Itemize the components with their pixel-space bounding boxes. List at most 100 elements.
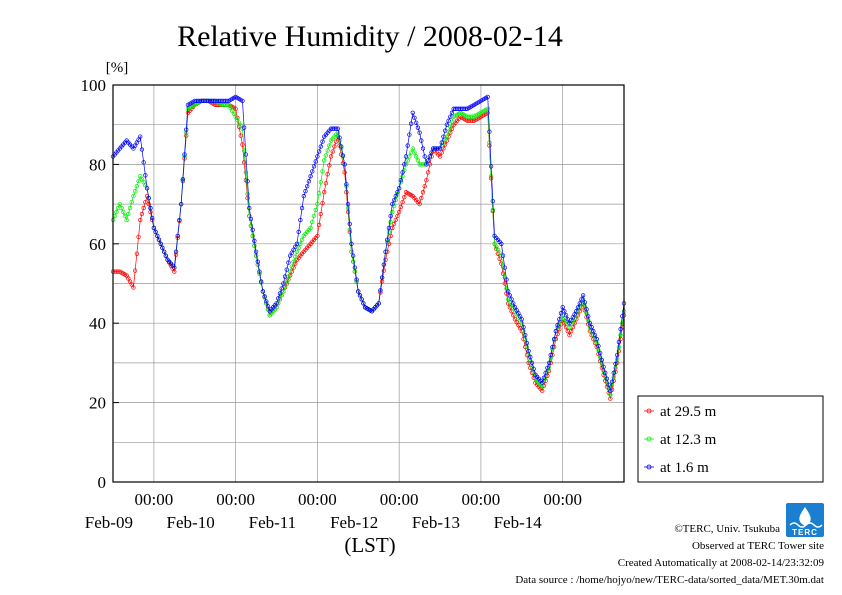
series-point bbox=[412, 115, 417, 120]
series-point bbox=[562, 309, 567, 314]
y-ticks: 0 20 40 60 80 100 bbox=[81, 76, 119, 492]
series-point bbox=[180, 177, 185, 182]
series-point bbox=[259, 279, 264, 284]
series-point bbox=[253, 253, 259, 258]
series-point bbox=[151, 225, 157, 231]
series-point bbox=[574, 309, 579, 314]
series-point bbox=[296, 229, 301, 235]
series-point bbox=[425, 170, 431, 175]
series-point bbox=[335, 130, 340, 135]
series-point bbox=[511, 301, 516, 306]
series-point bbox=[526, 348, 531, 354]
series-point bbox=[148, 205, 153, 211]
series-point bbox=[153, 229, 158, 235]
plot-frame bbox=[112, 84, 625, 483]
y-tick-label: 0 bbox=[98, 473, 107, 492]
series-point bbox=[308, 225, 313, 231]
wave-icon bbox=[789, 522, 823, 528]
series-point bbox=[402, 195, 407, 200]
series-point bbox=[158, 241, 163, 246]
series-point bbox=[507, 293, 513, 298]
series-point bbox=[332, 144, 337, 149]
series-point bbox=[419, 195, 424, 201]
series-point bbox=[301, 194, 306, 199]
series-point bbox=[310, 219, 315, 225]
data-source-text: Data source : /home/hojyo/new/TERC-data/… bbox=[515, 574, 824, 586]
series-point bbox=[117, 201, 122, 207]
series-point bbox=[555, 323, 560, 328]
series-point bbox=[132, 268, 138, 273]
series-point bbox=[546, 360, 552, 366]
series-point bbox=[611, 370, 616, 375]
series-point bbox=[383, 257, 388, 262]
series-point bbox=[320, 139, 325, 144]
series-point bbox=[284, 267, 289, 272]
series-point bbox=[582, 300, 587, 305]
observed-text: Observed at TERC Tower site bbox=[692, 540, 824, 552]
series-point bbox=[429, 150, 434, 155]
series-point bbox=[439, 150, 444, 155]
series-point bbox=[224, 102, 230, 107]
series-point bbox=[122, 213, 128, 219]
series-point bbox=[139, 211, 145, 217]
series-point bbox=[138, 217, 143, 223]
series-point bbox=[448, 124, 453, 129]
series-point bbox=[303, 189, 308, 194]
y-tick-label: 60 bbox=[89, 235, 106, 254]
series-point bbox=[172, 265, 177, 270]
series-point bbox=[540, 380, 545, 385]
legend: at 29.5 m at 12.3 m at 1.6 m bbox=[637, 395, 824, 483]
series-point bbox=[541, 375, 547, 380]
series-point bbox=[424, 162, 429, 167]
x-tick-label-date: Feb-13 bbox=[412, 513, 460, 532]
series-point bbox=[499, 241, 504, 246]
series-point bbox=[242, 160, 247, 165]
x-tick-label-date: Feb-11 bbox=[249, 513, 297, 532]
series-point bbox=[281, 281, 286, 286]
series-point bbox=[591, 328, 596, 334]
series-point bbox=[543, 370, 548, 375]
series-point bbox=[347, 221, 352, 227]
water-drop-icon bbox=[799, 507, 811, 526]
series-point bbox=[405, 143, 410, 148]
series-point bbox=[325, 172, 330, 177]
series-point bbox=[316, 149, 322, 154]
series-point bbox=[487, 129, 492, 134]
series-point bbox=[318, 180, 323, 185]
series-point bbox=[398, 178, 404, 183]
series-point bbox=[557, 317, 562, 322]
series-point bbox=[255, 259, 260, 264]
series-point bbox=[436, 146, 441, 151]
series-point bbox=[354, 277, 359, 282]
series-point bbox=[298, 217, 303, 223]
series-point bbox=[265, 304, 271, 309]
series-point bbox=[306, 179, 312, 184]
series-point bbox=[575, 305, 581, 310]
series-point bbox=[161, 249, 167, 254]
series-point bbox=[540, 384, 545, 389]
series-point bbox=[379, 275, 385, 280]
series-point bbox=[506, 289, 511, 294]
series-point bbox=[448, 114, 453, 119]
series-point bbox=[320, 169, 325, 174]
series-point bbox=[395, 190, 400, 195]
series-point bbox=[253, 249, 259, 254]
series-point bbox=[323, 181, 329, 186]
series-point bbox=[299, 205, 305, 211]
series-point bbox=[386, 225, 392, 231]
legend-box bbox=[637, 395, 824, 483]
series-point bbox=[378, 288, 383, 293]
series-point bbox=[439, 140, 444, 145]
series-point bbox=[608, 396, 613, 401]
series-point bbox=[601, 364, 606, 370]
x-tick-label-date: Feb-14 bbox=[494, 513, 543, 532]
x-tick-label-time: 00:00 bbox=[298, 490, 337, 509]
series-point bbox=[603, 370, 608, 375]
series-point bbox=[238, 133, 243, 138]
series-point bbox=[276, 296, 281, 301]
series-point bbox=[586, 314, 591, 319]
series-point bbox=[286, 260, 291, 265]
series-point bbox=[613, 361, 618, 367]
series-point bbox=[349, 241, 354, 246]
